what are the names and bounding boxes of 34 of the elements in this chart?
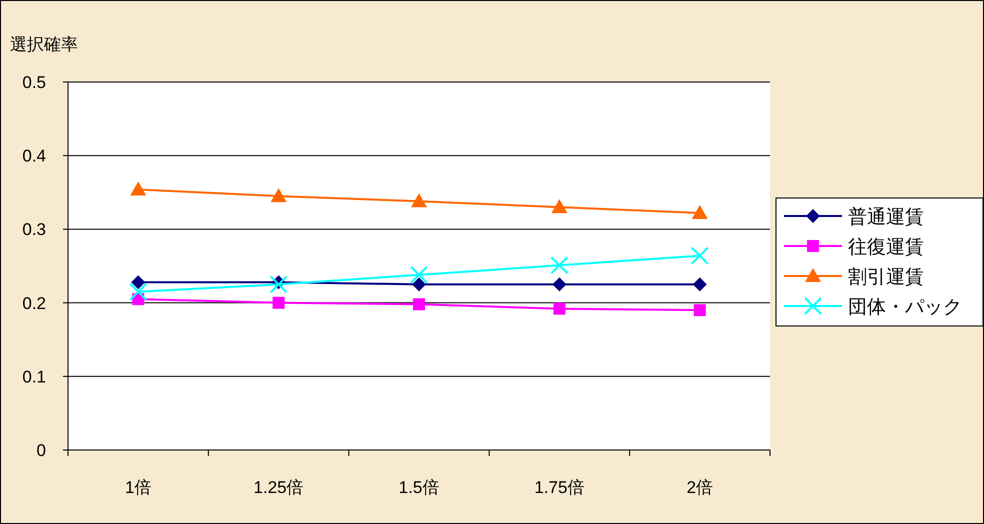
- point: [692, 277, 707, 292]
- point: [270, 275, 288, 294]
- point: [272, 296, 285, 309]
- point: [552, 277, 566, 292]
- point: [130, 181, 146, 196]
- legend-label: 往復運賃: [848, 237, 924, 258]
- point: [411, 193, 427, 208]
- point: [550, 256, 568, 274]
- y-axis-title: 選択確率: [10, 35, 78, 54]
- point: [690, 246, 709, 265]
- point: [694, 304, 706, 316]
- point: [413, 298, 425, 310]
- point: [131, 275, 146, 290]
- x-tick-label: 2倍: [686, 478, 714, 497]
- y-tick-label: 0: [36, 441, 46, 460]
- point: [553, 302, 566, 315]
- point: [410, 266, 428, 284]
- x-tick-label: 1.25倍: [254, 478, 304, 497]
- legend-label: 団体・パック: [848, 297, 962, 318]
- y-tick-label: 0.2: [22, 294, 46, 313]
- x-tick-label: 1.5倍: [398, 478, 440, 497]
- y-tick-label: 0.5: [22, 73, 46, 92]
- point: [551, 199, 568, 214]
- legend-label: 割引運賃: [848, 267, 924, 288]
- point: [129, 282, 148, 301]
- y-tick-label: 0.4: [22, 146, 46, 166]
- point: [692, 205, 708, 220]
- point: [270, 188, 287, 202]
- point: [412, 277, 426, 292]
- y-tick-label: 0.1: [22, 367, 46, 386]
- y-tick-label: 0.3: [22, 220, 46, 240]
- x-tick-label: 1.75倍: [534, 478, 584, 497]
- legend-label: 普通運賃: [848, 206, 924, 228]
- x-tick-label: 1倍: [124, 478, 152, 497]
